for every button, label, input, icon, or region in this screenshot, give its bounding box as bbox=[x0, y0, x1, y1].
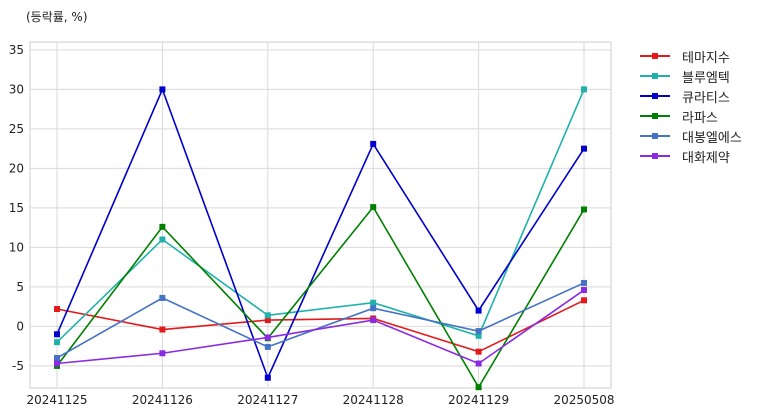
y-axis-unit-label: (등락률, %) bbox=[26, 10, 88, 24]
data-point-marker bbox=[370, 140, 377, 147]
legend-label: 라파스 bbox=[682, 110, 718, 126]
data-point-marker bbox=[475, 328, 482, 335]
data-point-marker bbox=[581, 145, 587, 152]
data-point-marker bbox=[581, 206, 587, 213]
data-point-marker bbox=[159, 223, 166, 230]
x-tick-label: 20241127 bbox=[237, 393, 298, 407]
data-point-marker bbox=[581, 287, 587, 294]
legend-label: 테마지수 bbox=[682, 50, 730, 66]
data-point-marker bbox=[54, 331, 60, 338]
y-tick-label: 5 bbox=[16, 280, 24, 294]
legend-swatch bbox=[640, 70, 670, 82]
legend-item: 테마지수 bbox=[640, 46, 742, 66]
y-tick-label: 20 bbox=[9, 161, 24, 175]
legend-label: 대봉엘에스 bbox=[682, 130, 742, 146]
legend-swatch bbox=[640, 150, 670, 162]
x-tick-label: 20241128 bbox=[343, 393, 404, 407]
x-tick-label: 20241125 bbox=[26, 393, 87, 407]
legend-item: 대봉엘에스 bbox=[640, 126, 742, 146]
legend-label: 대화제약 bbox=[682, 150, 730, 166]
x-tick-label: 20241126 bbox=[132, 393, 193, 407]
plot-frame bbox=[29, 41, 612, 389]
data-point-marker bbox=[475, 332, 482, 339]
data-point-marker bbox=[264, 317, 271, 324]
series-line bbox=[56, 289, 585, 365]
data-point-marker bbox=[581, 86, 587, 93]
data-point-marker bbox=[54, 360, 60, 367]
data-point-marker bbox=[159, 236, 166, 243]
data-point-marker bbox=[264, 334, 271, 341]
series-6 bbox=[54, 287, 587, 367]
data-point-marker bbox=[159, 326, 166, 333]
y-tick-label: 25 bbox=[9, 122, 24, 136]
legend-swatch bbox=[640, 90, 670, 102]
axes: -5 0 5 10 15 20 25 30 35 20241125 20241126 20241127… bbox=[9, 43, 615, 407]
series-lines bbox=[54, 86, 587, 391]
data-point-marker bbox=[475, 307, 482, 314]
series-line bbox=[56, 205, 585, 389]
data-point-marker bbox=[581, 279, 587, 286]
y-tick-label: 15 bbox=[9, 201, 24, 215]
legend-swatch bbox=[640, 110, 670, 122]
x-tick-label: 20250508 bbox=[553, 393, 614, 407]
data-point-marker bbox=[370, 299, 377, 306]
legend-swatch bbox=[640, 130, 670, 142]
data-point-marker bbox=[475, 360, 482, 367]
data-point-marker bbox=[581, 297, 587, 304]
series-line bbox=[56, 89, 585, 343]
data-point-marker bbox=[370, 204, 377, 211]
legend-label: 큐라티스 bbox=[682, 90, 730, 106]
data-point-marker bbox=[54, 339, 60, 346]
data-point-marker bbox=[54, 306, 60, 313]
series-2 bbox=[54, 86, 587, 346]
series-5 bbox=[54, 279, 587, 361]
y-tick-label: 30 bbox=[9, 82, 24, 96]
series-line bbox=[56, 282, 585, 359]
y-tick-label: 35 bbox=[9, 43, 24, 57]
legend-item: 큐라티스 bbox=[640, 86, 742, 106]
series-3 bbox=[54, 86, 587, 381]
legend-swatch bbox=[640, 50, 670, 62]
data-point-marker bbox=[264, 343, 271, 350]
y-tick-label: 10 bbox=[9, 240, 24, 254]
data-point-marker bbox=[264, 312, 271, 319]
y-tick-label: -5 bbox=[12, 359, 24, 373]
data-point-marker bbox=[54, 354, 60, 361]
data-point-marker bbox=[370, 317, 377, 324]
series-line bbox=[56, 87, 585, 380]
grid bbox=[29, 41, 612, 389]
legend-item: 블루엠텍 bbox=[640, 66, 742, 86]
y-tick-label: 0 bbox=[16, 319, 24, 333]
data-point-marker bbox=[159, 350, 166, 357]
series-4 bbox=[54, 204, 587, 391]
data-point-marker bbox=[475, 348, 482, 355]
data-point-marker bbox=[475, 384, 482, 391]
data-point-marker bbox=[370, 305, 377, 312]
x-tick-label: 20241129 bbox=[448, 393, 509, 407]
data-point-marker bbox=[264, 374, 271, 381]
data-point-marker bbox=[159, 86, 166, 93]
data-point-marker bbox=[159, 294, 166, 301]
legend-item: 라파스 bbox=[640, 106, 742, 126]
series-line bbox=[56, 299, 585, 353]
legend-item: 대화제약 bbox=[640, 146, 742, 166]
legend-label: 블루엠텍 bbox=[682, 70, 730, 86]
